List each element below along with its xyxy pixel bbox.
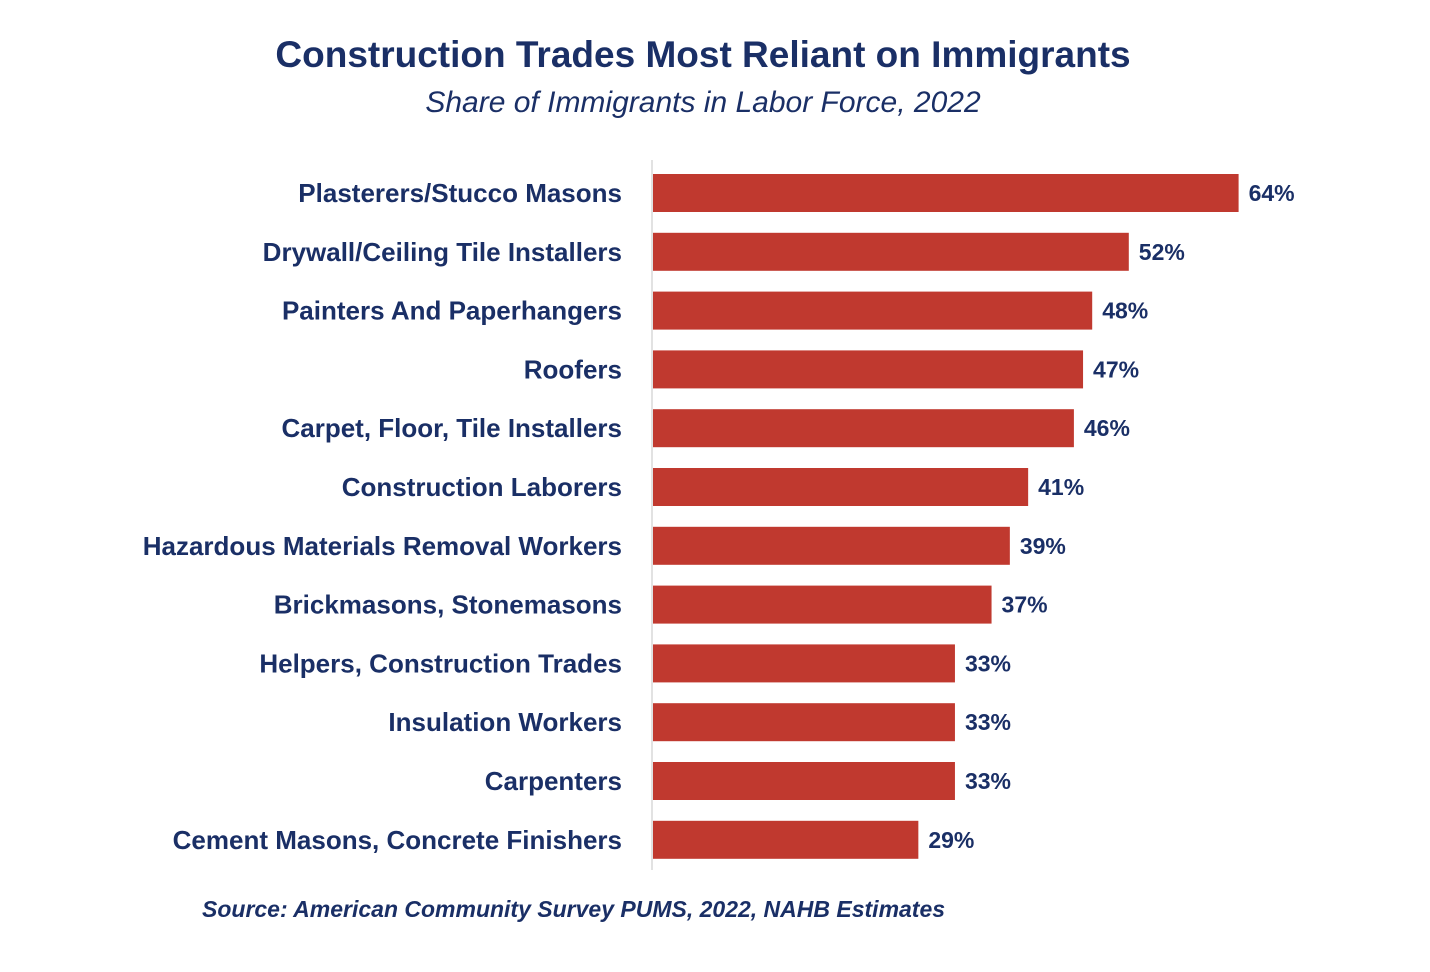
data-label: 47%	[1093, 356, 1139, 382]
category-label: Painters And Paperhangers	[282, 296, 622, 326]
data-label: 39%	[1020, 533, 1066, 559]
category-label: Cement Masons, Concrete Finishers	[173, 825, 622, 855]
category-label: Brickmasons, Stonemasons	[274, 590, 622, 620]
bar	[653, 232, 1129, 271]
bar	[653, 350, 1084, 389]
bar	[653, 762, 955, 800]
category-label: Plasterers/Stucco Masons	[298, 178, 622, 208]
category-label: Carpet, Floor, Tile Installers	[281, 413, 622, 443]
data-label: 29%	[928, 827, 974, 853]
data-label: 37%	[1002, 592, 1048, 618]
category-label: Drywall/Ceiling Tile Installers	[263, 237, 622, 267]
bar	[653, 644, 955, 683]
bars-group: Plasterers/Stucco Masons 64% Drywall/Ceili…	[143, 174, 1295, 859]
bar	[653, 703, 955, 742]
data-label: 52%	[1139, 239, 1185, 265]
category-label: Roofers	[524, 354, 622, 384]
data-label: 41%	[1038, 474, 1084, 500]
chart-title: Construction Trades Most Reliant on Immi…	[275, 34, 1131, 75]
bar	[653, 526, 1010, 565]
bar	[653, 585, 992, 624]
category-label: Helpers, Construction Trades	[259, 648, 622, 678]
data-label: 33%	[965, 709, 1011, 735]
bar	[653, 409, 1074, 448]
category-label: Insulation Workers	[388, 707, 622, 737]
bar	[653, 468, 1029, 506]
data-label: 33%	[965, 768, 1011, 794]
bar	[653, 820, 919, 859]
category-label: Hazardous Materials Removal Workers	[143, 531, 622, 561]
data-label: 46%	[1084, 415, 1130, 441]
data-label: 48%	[1102, 298, 1148, 324]
data-label: 33%	[965, 650, 1011, 676]
chart-subtitle: Share of Immigrants in Labor Force, 2022	[425, 86, 981, 119]
source-note: Source: American Community Survey PUMS, …	[202, 896, 946, 922]
category-label: Construction Laborers	[342, 472, 622, 502]
bar	[653, 174, 1239, 212]
category-label: Carpenters	[485, 766, 622, 796]
data-label: 64%	[1249, 180, 1295, 206]
bar	[653, 291, 1093, 330]
